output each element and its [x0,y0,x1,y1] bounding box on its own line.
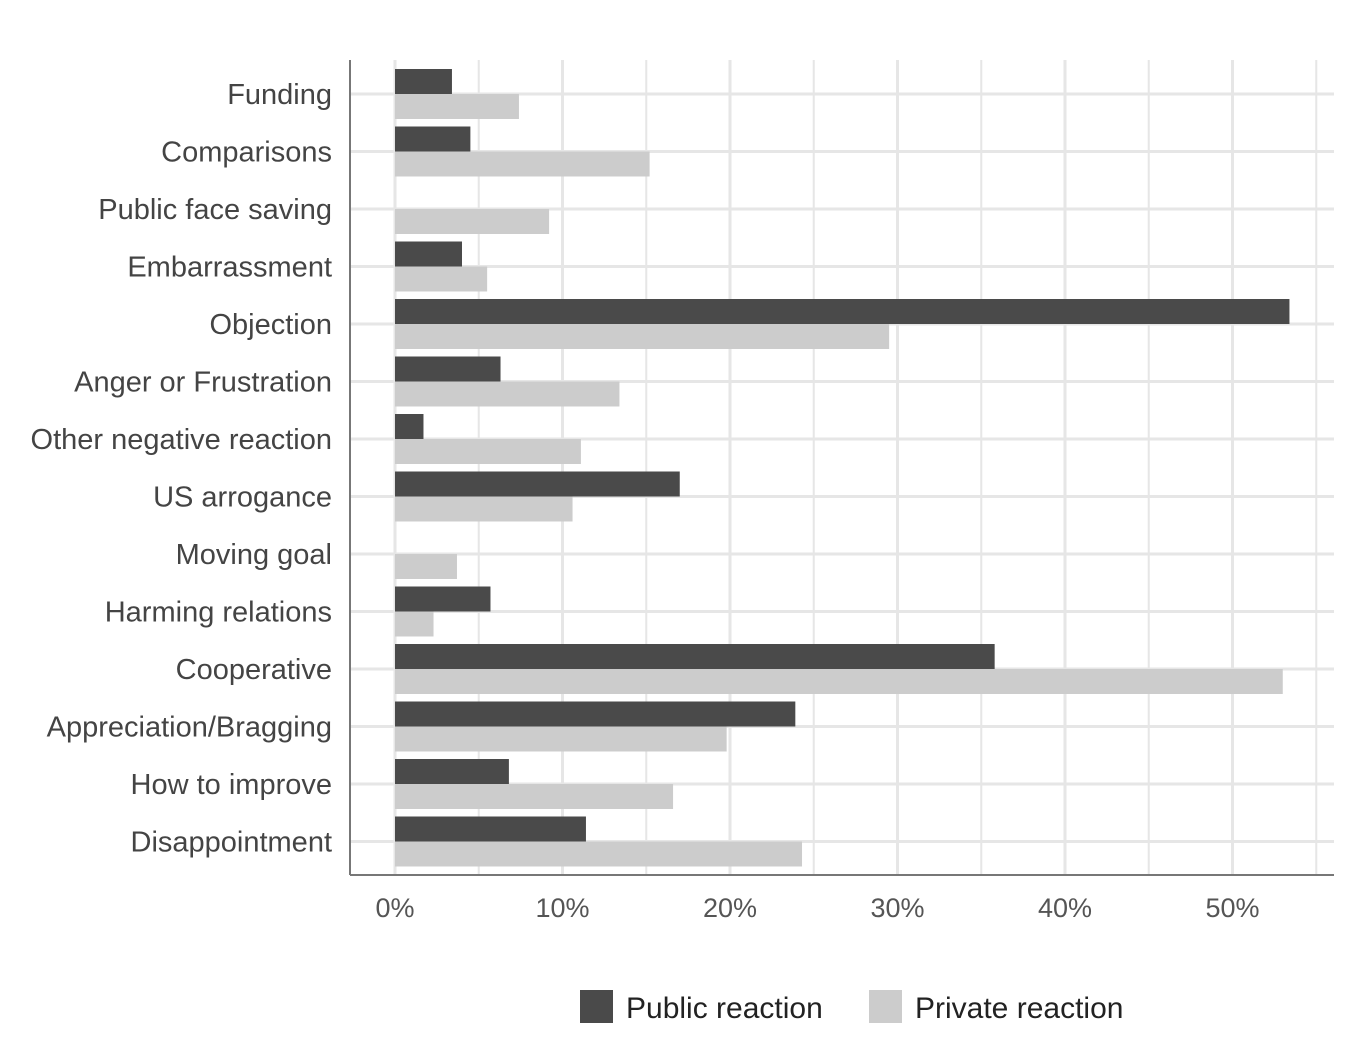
x-tick-labels: 0% 10% 20% 30% 40% 50% [375,893,1259,923]
category-label: Comparisons [161,137,332,169]
bar-public-6 [395,414,424,439]
bar-public-3 [395,241,462,267]
category-label: Harming relations [105,597,332,629]
bar-public-0 [395,69,452,94]
legend-label: Public reaction [626,992,823,1025]
bars [395,69,1290,867]
legend-label: Private reaction [915,992,1123,1025]
bar-private-12 [395,784,674,809]
category-label: Cooperative [176,654,332,686]
bar-private-7 [395,496,573,522]
category-label: Embarrassment [127,252,332,284]
x-tick-label: 30% [870,893,924,923]
bar-private-3 [395,266,488,292]
bar-private-10 [395,669,1283,694]
category-label: Disappointment [131,827,333,859]
bar-private-6 [395,439,581,464]
category-label: Moving goal [176,539,332,571]
legend: Public reaction Private reaction [580,990,1123,1025]
bar-public-1 [395,126,471,152]
category-label: How to improve [131,769,332,801]
bar-private-4 [395,324,890,349]
category-label: Appreciation/Bragging [47,712,332,744]
x-tick-label: 40% [1038,893,1092,923]
bar-public-10 [395,644,995,669]
category-label: Other negative reaction [31,424,332,456]
category-label: US arrogance [153,482,332,514]
x-tick-label: 50% [1205,893,1259,923]
category-label: Funding [227,79,332,111]
category-label: Public face saving [98,194,332,226]
axes [349,60,1334,876]
bar-public-11 [395,701,796,727]
bar-public-9 [395,586,491,612]
bar-private-11 [395,726,727,752]
category-label: Objection [209,309,332,341]
bar-public-13 [395,816,586,842]
bar-private-1 [395,151,650,177]
bar-private-9 [395,611,434,637]
bar-private-8 [395,554,457,579]
bar-public-5 [395,356,501,382]
category-labels: Funding Comparisons Public face saving Emba… [31,79,332,859]
category-label: Anger or Frustration [74,367,332,399]
bar-private-2 [395,209,550,234]
bar-private-5 [395,381,620,407]
x-tick-label: 20% [703,893,757,923]
grid-lines [350,60,1334,875]
legend-swatch [869,990,902,1023]
bar-private-0 [395,94,519,119]
x-tick-label: 0% [375,893,414,923]
bar-public-12 [395,759,509,784]
legend-swatch [580,990,613,1023]
bar-public-7 [395,471,680,497]
bar-private-13 [395,841,803,867]
bar-public-4 [395,299,1290,324]
x-tick-label: 10% [535,893,589,923]
